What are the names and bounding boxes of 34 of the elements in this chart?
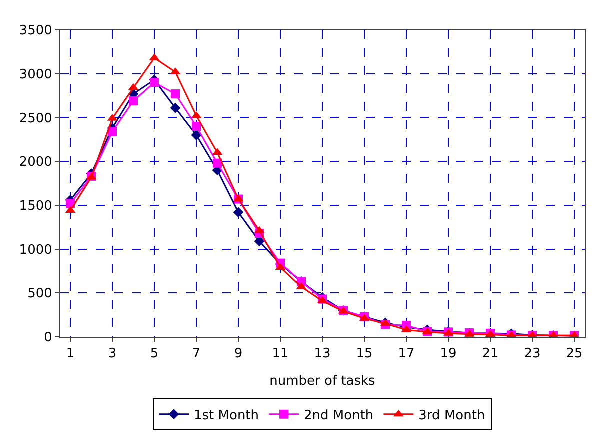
- x-tick-label: 25: [566, 346, 583, 362]
- point: [171, 90, 180, 99]
- y-tick-label: 1000: [19, 242, 52, 258]
- point: [150, 78, 159, 88]
- y-tick-label: 1500: [19, 198, 52, 214]
- y-tick-label: 2500: [19, 111, 52, 126]
- x-tick-label: 13: [314, 346, 331, 362]
- point: [129, 96, 138, 106]
- x-tick-label: 3: [108, 346, 117, 362]
- y-tick-label: 3000: [19, 67, 52, 82]
- legend-label: 2nd Month: [304, 408, 374, 424]
- y-tick-label: 500: [28, 286, 52, 302]
- x-tick-label: 15: [356, 346, 373, 362]
- y-tick-label: 2000: [19, 155, 52, 170]
- point: [170, 102, 181, 114]
- y-tick-label: 0: [44, 330, 52, 346]
- legend-label: 3rd Month: [418, 408, 486, 424]
- point: [213, 158, 222, 168]
- x-tick-label: 19: [440, 346, 457, 362]
- legend-label: 1st Month: [194, 408, 260, 424]
- point: [108, 127, 117, 136]
- x-tick-label: 17: [398, 346, 415, 362]
- x-tick-label: 1: [66, 346, 75, 362]
- x-tick-label: 5: [150, 346, 159, 362]
- x-tick-label: 7: [192, 346, 201, 362]
- x-tick-label: 11: [272, 346, 289, 362]
- x-tick-label: 9: [234, 346, 243, 362]
- point: [233, 207, 244, 218]
- y-tick-label: 3500: [19, 24, 52, 39]
- x-tick-label: 23: [524, 346, 541, 362]
- x-axis-title: number of tasks: [270, 374, 376, 390]
- point: [192, 122, 201, 131]
- x-tick-label: 21: [482, 346, 499, 362]
- point: [191, 130, 202, 140]
